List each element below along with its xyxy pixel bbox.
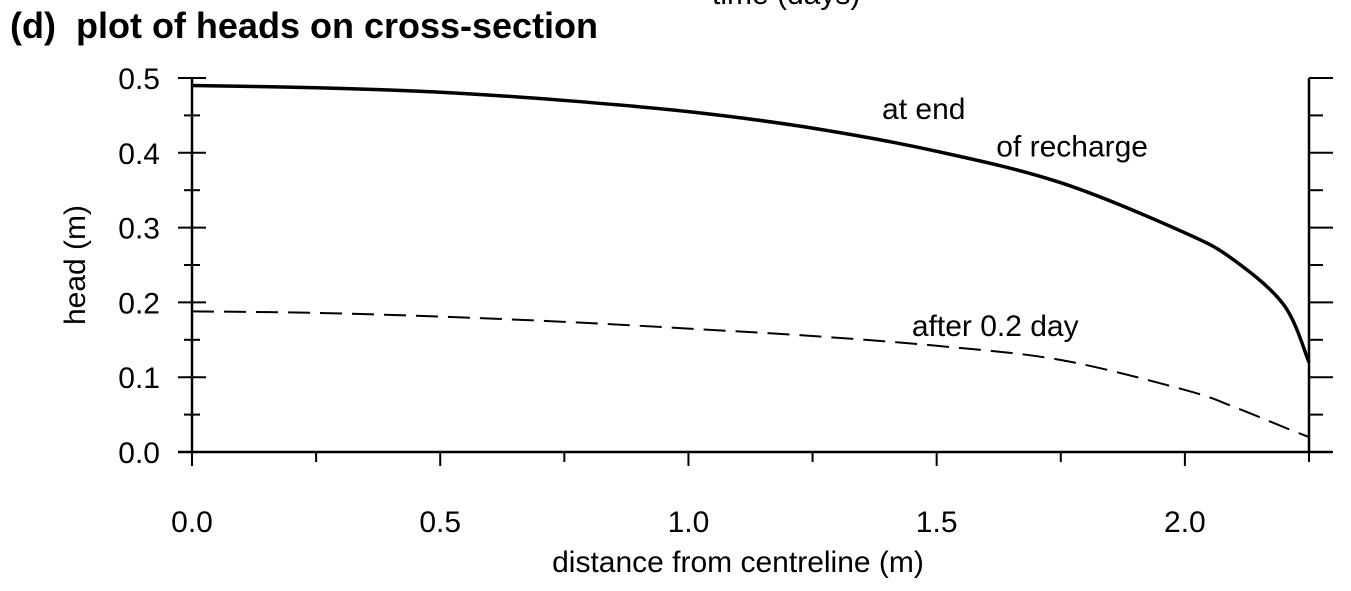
y-tick-label: 0.1 [118,362,160,395]
y-tick-label: 0.0 [118,437,160,470]
x-tick-label: 1.5 [916,506,958,539]
x-tick-label: 0.5 [419,506,461,539]
y-tick-label: 0.4 [118,138,160,171]
tick-labels: 0.0 0.5 1.0 1.5 2.0 0.0 0.1 0.2 0.3 0.4 0.5 [118,63,1205,539]
x-axis-label: distance from centreline (m) [552,546,924,579]
y-tick-label: 0.2 [118,287,160,320]
series-annotation: of recharge [996,131,1148,164]
series-annotation: at end [882,93,965,126]
y-tick-label: 0.5 [118,63,160,96]
x-tick-label: 0.0 [171,506,213,539]
y-axis-label: head (m) [59,205,92,325]
axis-ticks [178,77,1333,466]
x-tick-label: 2.0 [1164,506,1206,539]
annotations: at end of recharge after 0.2 day [882,93,1148,343]
series-annotation: after 0.2 day [912,310,1079,343]
clipped-upper-axis-label: time (days) [712,0,860,11]
y-tick-label: 0.3 [118,213,160,246]
series-line [191,310,1310,438]
chart-title: (d) plot of heads on cross-section [10,5,598,46]
series-line [191,83,1311,363]
data-series [191,83,1311,438]
x-tick-label: 1.0 [668,506,710,539]
